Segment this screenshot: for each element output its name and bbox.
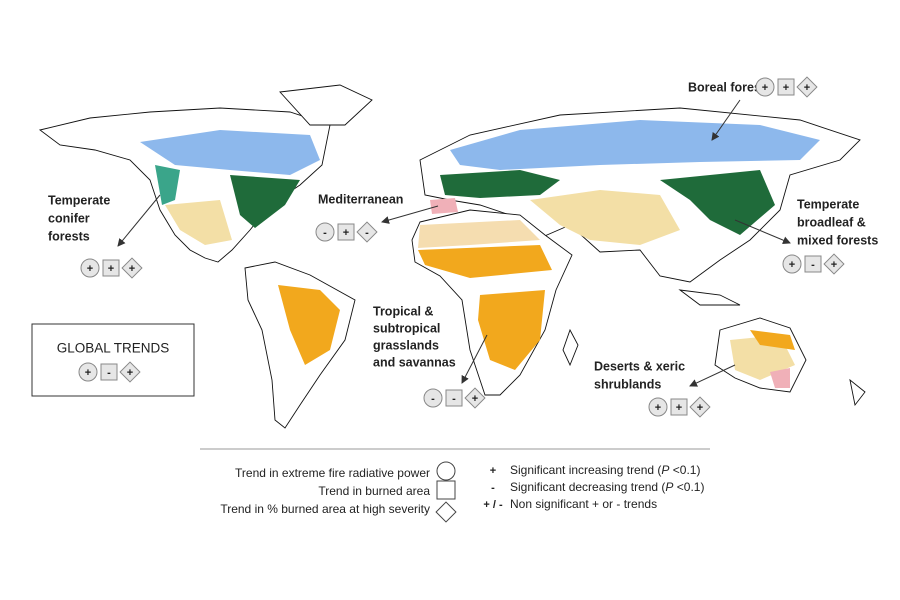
trend-square xyxy=(445,389,463,407)
region-label: forests xyxy=(48,229,90,243)
trend-sign: + xyxy=(472,393,478,405)
region-label: grasslands xyxy=(373,338,439,352)
global-trends-box xyxy=(31,323,195,397)
region-label: Temperate xyxy=(48,193,110,207)
region-arrow xyxy=(689,364,736,387)
region-label: mixed forests xyxy=(797,233,878,247)
region-label: conifer xyxy=(48,211,90,225)
legend-circle xyxy=(436,461,456,481)
region-arrow xyxy=(711,99,741,141)
trend-sign: + xyxy=(783,82,789,94)
islands xyxy=(562,289,866,407)
trend-circle xyxy=(648,397,668,417)
region-label: shrublands xyxy=(594,377,661,391)
boreal-biome xyxy=(140,120,820,175)
global-trends-title: GLOBAL TRENDS xyxy=(57,341,170,356)
trend-circle xyxy=(755,77,775,97)
trend-square xyxy=(337,223,355,241)
greenland xyxy=(279,84,373,126)
trend-sign: + xyxy=(87,263,93,275)
trend-circle xyxy=(315,222,335,242)
region-label: and savannas xyxy=(373,355,456,369)
trend-sign: + xyxy=(343,227,349,239)
legend-sign-text: Non significant + or - trends xyxy=(510,497,657,511)
trend-square xyxy=(777,78,795,96)
region-label: Boreal forests xyxy=(688,80,772,94)
trend-circle xyxy=(78,362,98,382)
legend-sign-text: Significant decreasing trend (P <0.1) xyxy=(510,480,704,494)
legend-symbol-text: Trend in % burned area at high severity xyxy=(220,502,430,516)
trend-diamond xyxy=(464,387,486,409)
legend-sign: - xyxy=(491,482,495,494)
desert-biome xyxy=(165,190,795,380)
legend-text-part: <0.1) xyxy=(673,480,704,494)
trend-circle xyxy=(80,258,100,278)
legend-text-part: <0.1) xyxy=(669,463,700,477)
trend-diamond xyxy=(689,396,711,418)
region-label: Tropical & xyxy=(373,304,433,318)
world-map xyxy=(38,84,866,429)
trend-square xyxy=(670,398,688,416)
legend-sign: + / - xyxy=(483,499,503,511)
legend-sign: + xyxy=(490,465,496,477)
legend-text-part: Significant increasing trend ( xyxy=(510,463,661,477)
legend-diamond xyxy=(435,501,457,523)
region-arrow xyxy=(734,219,791,244)
trend-circle xyxy=(423,388,443,408)
trend-sign: + xyxy=(789,259,795,271)
legend-symbol-text: Trend in extreme fire radiative power xyxy=(235,466,430,480)
trend-sign: + xyxy=(129,263,135,275)
trend-diamond xyxy=(356,221,378,243)
legend-sign-text: Significant increasing trend (P <0.1) xyxy=(510,463,700,477)
trend-sign: + xyxy=(676,402,682,414)
region-label: Mediterranean xyxy=(318,192,403,206)
trend-sign: - xyxy=(452,393,456,405)
trend-square xyxy=(100,363,118,381)
region-arrow xyxy=(117,194,161,247)
trend-sign: + xyxy=(831,259,837,271)
trend-diamond xyxy=(119,361,141,383)
trend-sign: + xyxy=(127,367,133,379)
trend-sign: - xyxy=(107,367,111,379)
savanna-biome xyxy=(278,245,795,370)
legend-symbol-text: Trend in burned area xyxy=(318,484,430,498)
trend-diamond xyxy=(796,76,818,98)
trend-sign: + xyxy=(85,367,91,379)
temperate-conifer-biome xyxy=(155,165,180,205)
legend xyxy=(435,461,457,523)
temperate-broadleaf-biome xyxy=(230,170,775,235)
region-arrow xyxy=(461,334,488,384)
trend-circle xyxy=(782,254,802,274)
region-label: Temperate xyxy=(797,197,859,211)
trend-sign: - xyxy=(323,227,327,239)
trend-square xyxy=(102,259,120,277)
legend-text-italic: P xyxy=(661,463,669,477)
trend-sign: + xyxy=(655,402,661,414)
legend-square xyxy=(436,480,456,500)
trend-sign: - xyxy=(811,259,815,271)
trend-diamond xyxy=(823,253,845,275)
trend-sign: + xyxy=(804,82,810,94)
legend-text-italic: P xyxy=(665,480,673,494)
region-label: subtropical xyxy=(373,321,440,335)
trend-sign: + xyxy=(762,82,768,94)
trend-diamond xyxy=(121,257,143,279)
region-label: broadleaf & xyxy=(797,215,866,229)
region-label: Deserts & xeric xyxy=(594,359,685,373)
trend-square xyxy=(804,255,822,273)
trend-sign: + xyxy=(108,263,114,275)
trend-sign: - xyxy=(365,227,369,239)
sahara xyxy=(418,220,540,248)
trend-sign: + xyxy=(697,402,703,414)
region-arrow xyxy=(381,205,439,224)
trend-sign: - xyxy=(431,393,435,405)
legend-text-part: Significant decreasing trend ( xyxy=(510,480,665,494)
